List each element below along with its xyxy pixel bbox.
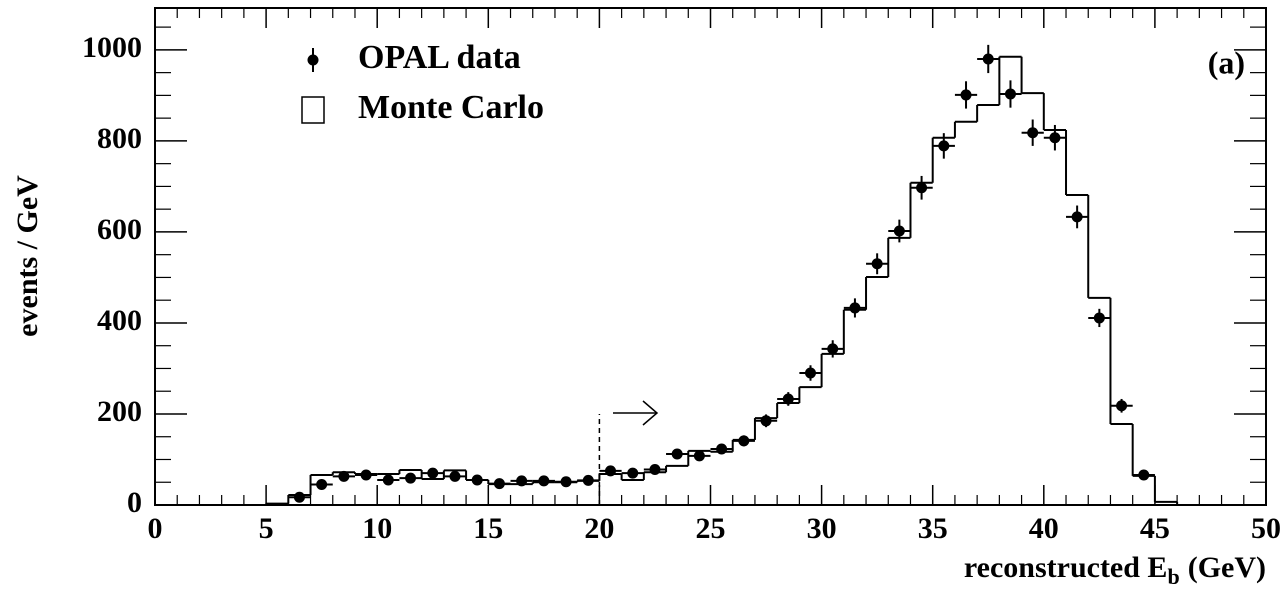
data-point: [316, 479, 328, 491]
data-point: [427, 467, 439, 479]
legend-label: Monte Carlo: [358, 89, 544, 126]
data-point: [893, 225, 905, 237]
y-tick-label: 200: [97, 395, 142, 428]
data-point: [693, 450, 705, 462]
x-label-text: reconstructed E: [964, 551, 1168, 584]
data-point: [1093, 312, 1105, 324]
data-point: [1027, 127, 1039, 139]
data-point: [782, 393, 794, 405]
data-point: [649, 464, 661, 475]
x-tick-label: 30: [807, 512, 837, 545]
data-point: [827, 343, 839, 355]
data-point: [760, 415, 772, 427]
data-point: [871, 258, 883, 270]
data-point: [449, 470, 461, 482]
data-point: [627, 467, 639, 479]
x-axis-label: reconstructed Eb (GeV): [964, 551, 1266, 589]
data-point: [538, 475, 550, 487]
cut-arrow: [613, 400, 659, 426]
data-point: [960, 89, 972, 101]
x-tick-label: 50: [1251, 512, 1281, 545]
data-point: [382, 474, 394, 486]
x-tick-label: 35: [918, 512, 948, 545]
x-tick-label: 0: [148, 512, 163, 545]
legend-label: OPAL data: [358, 39, 521, 76]
x-tick-label: 45: [1140, 512, 1170, 545]
data-point: [338, 470, 350, 482]
x-tick-label: 40: [1029, 512, 1059, 545]
data-point: [982, 53, 994, 65]
y-tick-label: 0: [127, 486, 142, 519]
x-tick-label: 15: [473, 512, 503, 545]
x-label-suffix: (GeV): [1188, 551, 1266, 584]
x-tick-label: 20: [584, 512, 614, 545]
y-axis-label: events / GeV: [11, 175, 44, 337]
y-tick-label: 1000: [82, 31, 142, 64]
data-point: [405, 472, 417, 484]
data-point: [1071, 211, 1083, 223]
data-point: [938, 140, 950, 152]
y-tick-label: 800: [97, 122, 142, 155]
data-point: [1116, 400, 1128, 412]
data-point: [849, 302, 861, 314]
legend-box: [301, 96, 325, 124]
y-tick-label: 600: [97, 213, 142, 246]
data-point: [716, 443, 728, 455]
data-point: [1049, 132, 1061, 144]
x-tick-label: 10: [362, 512, 392, 545]
plot-frame: [154, 7, 1267, 506]
data-point: [293, 491, 305, 503]
arrow-head: [642, 400, 659, 426]
data-point: [804, 367, 816, 379]
x-tick-label: 25: [696, 512, 726, 545]
x-label-subscript: b: [1167, 564, 1179, 589]
x-tick-label: 5: [259, 512, 274, 545]
data-point: [1004, 88, 1016, 100]
y-tick-label: 400: [97, 304, 142, 337]
data-point: [671, 448, 683, 460]
data-point: [916, 182, 928, 194]
legend-marker: [307, 54, 319, 66]
